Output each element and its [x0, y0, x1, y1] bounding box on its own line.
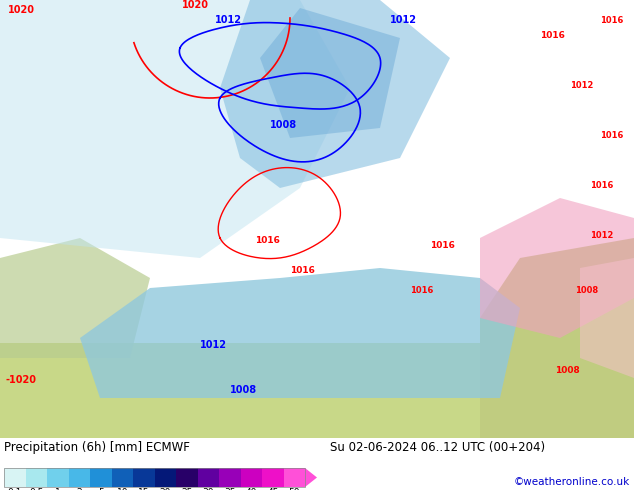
- Text: 1012: 1012: [570, 81, 593, 90]
- Text: 1012: 1012: [390, 15, 417, 25]
- Text: 25: 25: [181, 488, 193, 490]
- Polygon shape: [0, 0, 350, 258]
- Text: 10: 10: [117, 488, 128, 490]
- Text: 0.5: 0.5: [29, 488, 44, 490]
- Bar: [112, 468, 133, 487]
- Bar: [25, 468, 47, 487]
- Text: 35: 35: [224, 488, 235, 490]
- Bar: [176, 468, 198, 487]
- Bar: [283, 468, 305, 487]
- Polygon shape: [305, 468, 317, 487]
- Text: 1016: 1016: [600, 16, 623, 25]
- Text: 50: 50: [288, 488, 300, 490]
- Bar: [133, 468, 155, 487]
- Text: -1020: -1020: [5, 375, 36, 385]
- Bar: [90, 468, 112, 487]
- Polygon shape: [0, 238, 150, 358]
- Polygon shape: [480, 238, 634, 438]
- Polygon shape: [80, 268, 520, 398]
- Bar: [47, 468, 68, 487]
- Bar: [155, 468, 176, 487]
- Text: 45: 45: [267, 488, 278, 490]
- Bar: [4, 468, 305, 487]
- Polygon shape: [580, 258, 634, 378]
- Bar: [0, 343, 634, 438]
- Text: ©weatheronline.co.uk: ©weatheronline.co.uk: [514, 477, 630, 487]
- Bar: [262, 468, 283, 487]
- Text: 1: 1: [55, 488, 61, 490]
- Text: 20: 20: [160, 488, 171, 490]
- Text: 1016: 1016: [410, 286, 434, 295]
- Polygon shape: [260, 8, 400, 138]
- Text: 40: 40: [245, 488, 257, 490]
- Text: 1016: 1016: [600, 131, 623, 140]
- Text: 1020: 1020: [8, 5, 35, 15]
- Text: 1016: 1016: [540, 31, 565, 40]
- Text: 1016: 1016: [430, 241, 455, 250]
- Text: 1016: 1016: [290, 266, 315, 275]
- Polygon shape: [480, 198, 634, 338]
- Text: 5: 5: [98, 488, 103, 490]
- Text: 1008: 1008: [575, 286, 598, 295]
- Text: 1020: 1020: [182, 0, 209, 10]
- Text: 1012: 1012: [215, 15, 242, 25]
- Bar: [198, 468, 219, 487]
- Bar: [4, 468, 25, 487]
- Bar: [68, 468, 90, 487]
- Text: Precipitation (6h) [mm] ECMWF: Precipitation (6h) [mm] ECMWF: [4, 441, 190, 454]
- Text: 1008: 1008: [270, 120, 297, 130]
- Text: 15: 15: [138, 488, 150, 490]
- Polygon shape: [220, 0, 450, 188]
- Bar: [240, 468, 262, 487]
- Text: 1016: 1016: [590, 181, 613, 190]
- Text: 1008: 1008: [230, 385, 257, 395]
- Text: 2: 2: [77, 488, 82, 490]
- Text: 1008: 1008: [555, 366, 579, 375]
- Text: 1012: 1012: [200, 340, 227, 350]
- Text: 30: 30: [202, 488, 214, 490]
- Bar: [219, 468, 240, 487]
- Text: 0.1: 0.1: [8, 488, 22, 490]
- Text: Su 02-06-2024 06..12 UTC (00+204): Su 02-06-2024 06..12 UTC (00+204): [330, 441, 545, 454]
- Text: 1012: 1012: [590, 231, 613, 240]
- Text: 1016: 1016: [255, 236, 280, 245]
